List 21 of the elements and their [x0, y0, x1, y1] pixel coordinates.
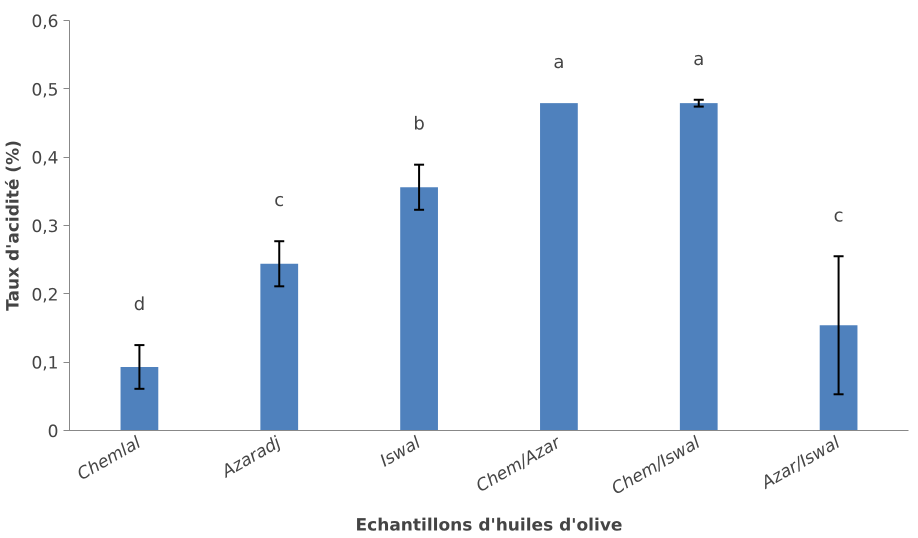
y-tick-label: 0 — [48, 422, 59, 442]
bar — [540, 103, 578, 430]
bar — [120, 366, 158, 430]
bar — [260, 264, 298, 430]
annotation: d — [134, 294, 146, 316]
bar — [400, 187, 438, 430]
annotation: b — [413, 114, 425, 135]
annotation: c — [834, 205, 844, 226]
annotation: a — [553, 52, 564, 74]
bar — [680, 103, 718, 430]
x-axis-title: Echantillons d'huiles d'olive — [356, 516, 622, 536]
annotation: c — [274, 190, 284, 212]
y-tick-label: 0,6 — [31, 12, 59, 32]
y-tick-label: 0,4 — [31, 148, 59, 169]
annotation: a — [693, 48, 704, 70]
y-tick-label: 0,3 — [31, 217, 59, 237]
y-tick-label: 0,5 — [31, 80, 59, 100]
y-axis-title: Taux d'acidité (%) — [3, 140, 24, 311]
y-tick-label: 0,2 — [31, 285, 59, 306]
bar — [820, 325, 858, 430]
y-tick-label: 0,1 — [31, 354, 59, 374]
